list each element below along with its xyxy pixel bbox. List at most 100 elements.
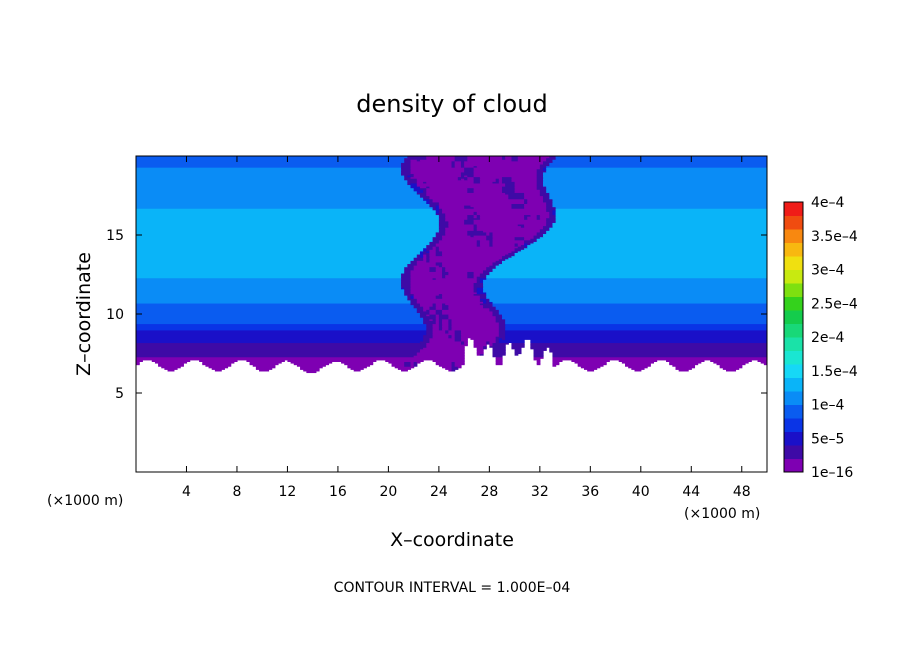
field-cell — [495, 260, 503, 263]
field-cell — [546, 209, 554, 212]
field-cell — [426, 342, 462, 345]
field-cell — [483, 306, 497, 309]
field-cell — [419, 350, 465, 353]
field-cell — [401, 162, 412, 165]
field-cell — [501, 314, 767, 317]
field-cell — [432, 206, 437, 209]
field-cell — [520, 225, 525, 228]
field-cell — [249, 361, 282, 364]
field-cell — [546, 230, 767, 233]
field-cell — [435, 314, 440, 317]
field-cell — [483, 287, 767, 290]
density-field — [136, 156, 767, 374]
field-cell — [489, 309, 500, 312]
field-cell — [498, 312, 767, 315]
field-cell — [416, 253, 421, 257]
field-cell — [467, 233, 487, 236]
field-cell — [527, 242, 531, 246]
field-cell — [542, 235, 767, 238]
field-cell — [514, 247, 525, 250]
field-cell — [438, 265, 443, 268]
field-cell — [514, 186, 538, 189]
field-cell — [136, 282, 402, 285]
field-cell — [401, 277, 412, 280]
field-cell — [546, 219, 557, 222]
field-cell — [410, 362, 415, 366]
field-cell — [423, 197, 431, 200]
field-cell — [429, 258, 500, 261]
field-cell — [464, 162, 544, 165]
field-cell — [476, 351, 484, 355]
field-cell — [445, 302, 481, 306]
field-cell — [136, 342, 427, 345]
field-cell — [542, 227, 550, 230]
field-cell — [479, 239, 490, 242]
field-cell — [442, 263, 494, 266]
field-cell — [546, 186, 767, 189]
field-cell — [460, 331, 500, 334]
field-cell — [410, 170, 465, 173]
field-cell — [435, 263, 443, 266]
field-cell — [489, 231, 494, 235]
x-tick-label: 48 — [733, 484, 751, 500]
field-cell — [136, 345, 427, 348]
field-cell — [549, 163, 767, 167]
field-cell — [136, 328, 427, 331]
field-cell — [255, 367, 273, 370]
field-cell — [501, 156, 506, 159]
field-cell — [511, 347, 522, 350]
field-cell — [448, 304, 484, 307]
field-cell — [486, 231, 490, 235]
field-cell — [473, 176, 481, 179]
field-cell — [202, 361, 235, 364]
field-cell — [442, 269, 446, 272]
field-cell — [438, 204, 465, 208]
field-cell — [454, 362, 465, 366]
field-cell — [136, 198, 424, 201]
field-cell — [136, 222, 440, 225]
field-cell — [473, 271, 484, 274]
field-cell — [501, 260, 767, 263]
field-cell — [410, 291, 478, 295]
field-cell — [423, 257, 427, 260]
field-cell — [413, 355, 465, 358]
field-cell — [407, 265, 415, 268]
field-cell — [419, 312, 431, 315]
field-cell — [473, 174, 538, 178]
field-cell — [423, 307, 431, 310]
field-cell — [432, 318, 437, 321]
field-cell — [473, 168, 538, 171]
field-cell — [486, 301, 490, 304]
field-cell — [473, 211, 478, 214]
x-tick-label: 20 — [379, 484, 397, 500]
field-cell — [524, 201, 528, 204]
field-cell — [542, 174, 767, 178]
field-cell — [407, 296, 412, 299]
field-cell — [486, 296, 767, 299]
field-cell — [136, 184, 412, 187]
field-cell — [505, 253, 516, 257]
field-cell — [136, 163, 402, 167]
field-cell — [492, 353, 506, 356]
field-cell — [511, 157, 519, 160]
field-cell — [530, 345, 767, 348]
field-cell — [539, 190, 547, 193]
field-cell — [442, 253, 506, 257]
field-cell — [423, 189, 427, 192]
field-cell — [524, 239, 538, 242]
field-cell — [464, 178, 468, 181]
field-cell — [429, 266, 437, 269]
field-cell — [404, 361, 412, 364]
field-cell — [136, 156, 408, 159]
field-cell — [410, 171, 462, 174]
field-cell — [483, 230, 541, 233]
field-cell — [413, 187, 421, 190]
field-cell — [416, 182, 506, 186]
field-cell — [423, 250, 427, 253]
field-cell — [432, 323, 440, 326]
field-cell — [438, 230, 446, 233]
field-cell — [536, 181, 544, 184]
field-cell — [486, 277, 767, 280]
field-cell — [416, 190, 424, 193]
colorbar-label: 1.5e–4 — [811, 364, 858, 380]
